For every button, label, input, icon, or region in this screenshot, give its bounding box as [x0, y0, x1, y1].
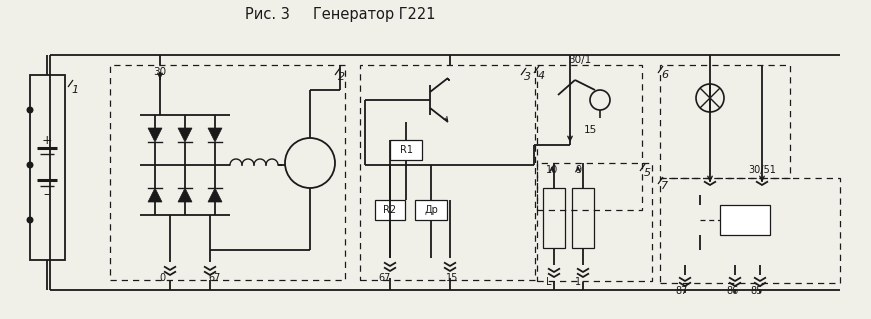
Text: 1: 1 [71, 85, 78, 95]
Text: 6: 6 [661, 70, 669, 80]
Bar [110, 65, 345, 280]
Text: 4: 4 [537, 71, 544, 81]
Polygon shape [148, 128, 162, 142]
Text: L: L [546, 277, 551, 287]
Text: 30/1: 30/1 [569, 55, 591, 65]
Bar [537, 163, 652, 281]
Bar [415, 200, 447, 220]
Bar [660, 178, 840, 283]
Text: 85: 85 [751, 286, 763, 296]
Text: 30: 30 [153, 67, 166, 77]
Bar [375, 200, 405, 220]
Bar [720, 205, 770, 235]
Polygon shape [208, 188, 222, 202]
Text: 67: 67 [209, 273, 221, 283]
Polygon shape [178, 128, 192, 142]
Bar [543, 188, 565, 248]
Text: 1: 1 [575, 277, 581, 287]
Bar [537, 65, 642, 210]
Text: +: + [42, 133, 52, 146]
Bar [572, 188, 594, 248]
Circle shape [26, 161, 33, 168]
Text: 2: 2 [339, 72, 346, 82]
Polygon shape [208, 128, 222, 142]
Text: R2: R2 [383, 205, 396, 215]
Polygon shape [178, 188, 192, 202]
Text: 87: 87 [676, 286, 688, 296]
Text: Рис. 3     Генератор Г221: Рис. 3 Генератор Г221 [245, 6, 436, 21]
Text: 3: 3 [524, 72, 531, 82]
Bar [660, 65, 790, 178]
Text: 9: 9 [575, 165, 581, 175]
Text: 7: 7 [661, 181, 669, 191]
Text: 86: 86 [726, 286, 738, 296]
Text: –: – [44, 189, 51, 202]
Circle shape [26, 217, 33, 224]
Text: R1: R1 [400, 145, 413, 155]
Text: 5: 5 [644, 168, 651, 178]
Polygon shape [148, 188, 162, 202]
Text: 0: 0 [159, 273, 165, 283]
Bar [390, 140, 422, 160]
Text: 15: 15 [584, 125, 597, 135]
Text: 10: 10 [546, 165, 558, 175]
Text: 67: 67 [379, 273, 391, 283]
Text: 30/51: 30/51 [748, 165, 776, 175]
Text: Др: Др [424, 205, 438, 215]
Bar [30, 75, 65, 260]
Bar [360, 65, 535, 280]
Text: 15: 15 [446, 273, 458, 283]
Circle shape [26, 107, 33, 114]
